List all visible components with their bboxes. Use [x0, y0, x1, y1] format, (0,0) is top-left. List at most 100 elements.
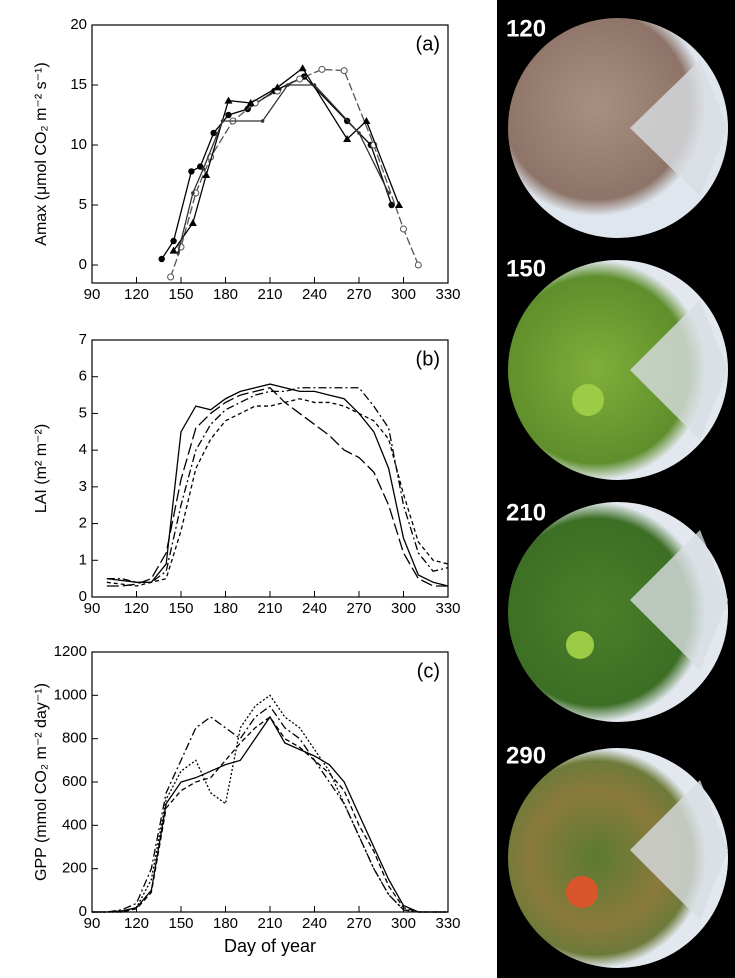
- y-tick-label: 0: [79, 256, 87, 273]
- series-line: [106, 383, 449, 587]
- photo-label: 120: [506, 15, 546, 42]
- x-tick-label: 150: [168, 915, 193, 932]
- x-tick-label: 300: [391, 915, 416, 932]
- marker: [312, 83, 317, 87]
- x-tick-label: 120: [124, 915, 149, 932]
- x-tick-label: 300: [391, 600, 416, 617]
- x-tick-label: 180: [213, 286, 238, 303]
- marker: [395, 201, 404, 208]
- x-tick-label: 270: [346, 915, 371, 932]
- marker: [210, 129, 217, 137]
- photo: 210: [506, 499, 728, 722]
- x-tick-label: 210: [257, 286, 282, 303]
- marker: [202, 171, 211, 178]
- marker: [224, 96, 233, 104]
- marker: [318, 65, 326, 73]
- x-tick-label: 240: [302, 915, 327, 932]
- series-line: [106, 398, 449, 587]
- y-tick-label: 3: [79, 478, 87, 495]
- y-tick-label: 0: [79, 903, 87, 920]
- panel-label: (a): [416, 33, 440, 55]
- x-tick-label: 300: [391, 286, 416, 303]
- y-tick-label: 4: [79, 441, 87, 458]
- y-axis-label: Amax (μmol CO₂ m⁻² s⁻¹): [33, 62, 50, 245]
- series-line: [92, 694, 448, 913]
- x-tick-label: 150: [168, 600, 193, 617]
- x-tick-label: 90: [84, 286, 101, 303]
- marker: [201, 167, 206, 171]
- y-tick-label: 1200: [54, 643, 87, 660]
- marker: [188, 168, 195, 175]
- y-tick-label: 6: [79, 368, 87, 385]
- x-tick-label: 270: [346, 600, 371, 617]
- marker: [343, 135, 352, 142]
- x-tick-label: 210: [257, 915, 282, 932]
- panel-label: (b): [416, 348, 440, 370]
- marker: [414, 261, 422, 269]
- panel-label: (c): [417, 660, 440, 682]
- y-tick-label: 600: [62, 773, 87, 790]
- x-tick-label: 90: [84, 915, 101, 932]
- photo: 120: [506, 15, 728, 238]
- y-tick-label: 0: [79, 588, 87, 605]
- photo: 150: [506, 255, 728, 480]
- y-tick-label: 1: [79, 551, 87, 568]
- marker: [357, 131, 361, 135]
- marker: [273, 83, 282, 91]
- y-tick-label: 5: [79, 404, 87, 421]
- x-tick-label: 240: [302, 286, 327, 303]
- marker: [220, 119, 225, 123]
- series-line: [106, 387, 448, 587]
- marker: [170, 237, 177, 245]
- y-tick-label: 2: [79, 515, 87, 532]
- x-tick-label: 180: [213, 915, 238, 932]
- marker: [167, 273, 175, 281]
- x-tick-label: 180: [213, 600, 238, 617]
- x-tick-label: 330: [435, 915, 460, 932]
- plot-frame: [91, 24, 449, 284]
- series-line: [92, 716, 448, 913]
- marker: [298, 64, 307, 72]
- x-tick-label: 330: [435, 286, 460, 303]
- marker: [188, 219, 197, 226]
- marker: [388, 201, 395, 209]
- series-line: [92, 705, 448, 913]
- y-tick-label: 20: [70, 16, 87, 33]
- x-tick-label: 330: [435, 600, 460, 617]
- marker: [158, 255, 165, 263]
- y-axis-label: LAI (m² m⁻²): [33, 424, 50, 513]
- marker: [225, 111, 232, 119]
- marker: [176, 251, 180, 255]
- y-tick-label: 800: [62, 730, 87, 747]
- x-tick-label: 210: [257, 600, 282, 617]
- y-tick-label: 200: [62, 860, 87, 877]
- marker: [260, 119, 265, 123]
- photo-label: 150: [506, 255, 546, 282]
- plot-frame: [91, 339, 449, 598]
- x-tick-label: 270: [346, 286, 371, 303]
- x-axis-label: Day of year: [224, 936, 316, 956]
- x-tick-label: 120: [124, 286, 149, 303]
- x-tick-label: 90: [84, 600, 101, 617]
- x-tick-label: 150: [168, 286, 193, 303]
- photo: 290: [506, 742, 728, 968]
- marker: [386, 191, 391, 195]
- marker: [400, 225, 407, 233]
- marker: [246, 99, 255, 106]
- marker: [191, 191, 195, 195]
- marker: [362, 117, 371, 124]
- y-tick-label: 10: [70, 136, 87, 153]
- photo-label: 210: [506, 499, 546, 526]
- series-line: [177, 84, 390, 254]
- marker: [296, 75, 304, 83]
- y-tick-label: 5: [79, 196, 87, 213]
- x-tick-label: 240: [302, 600, 327, 617]
- y-tick-label: 7: [79, 331, 87, 348]
- y-tick-label: 1000: [54, 686, 87, 703]
- y-tick-label: 400: [62, 816, 87, 833]
- y-tick-label: 15: [70, 76, 87, 93]
- plot-frame: [91, 651, 449, 913]
- x-tick-label: 120: [124, 600, 149, 617]
- marker: [169, 246, 178, 254]
